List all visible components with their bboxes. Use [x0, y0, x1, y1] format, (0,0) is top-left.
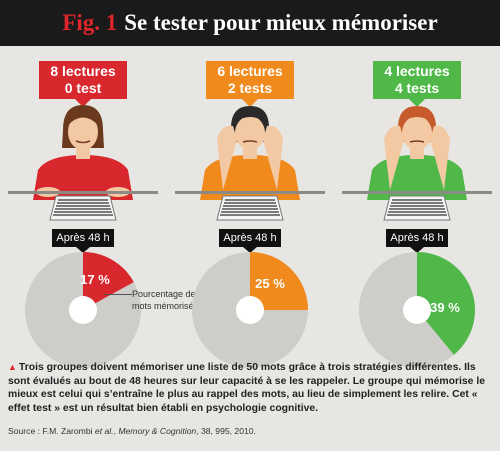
badge-line1-2: 4 lectures: [384, 63, 450, 79]
table-line-0: [8, 191, 158, 194]
badge-line1-0: 8 lectures: [50, 63, 116, 79]
strategy-badge-1: 6 lectures 2 tests: [206, 61, 294, 107]
figure-title: Se tester pour mieux mémoriser: [124, 10, 438, 35]
figure-header: Fig. 1 Se tester pour mieux mémoriser: [0, 0, 500, 46]
pie-label-2: 39 %: [430, 300, 460, 315]
source-citation: Source : F.M. Zarombi et al., Memory & C…: [8, 426, 256, 436]
pie-slice-2: [417, 252, 475, 355]
recall-pie-1: 25 %: [192, 252, 308, 368]
pie-label-1: 25 %: [255, 276, 285, 291]
document-icon-0: [49, 195, 117, 221]
caption: ▲ Trois groupes doivent mémoriser une lis…: [8, 361, 494, 415]
pie-hole-1: [236, 296, 264, 324]
pie-hole-2: [403, 296, 431, 324]
group-0: 8 lectures 0 test Après 48 h 17 % Pource…: [0, 46, 198, 368]
after-48h-label-2: Après 48 h: [386, 229, 448, 253]
badge-tail-1: [242, 99, 258, 107]
badge-line1-1: 6 lectures: [217, 63, 283, 79]
after-48h-label-0: Après 48 h: [52, 229, 114, 253]
annotation-leader-line: [104, 294, 132, 295]
table-line-1: [175, 191, 325, 194]
person-reading-icon-0: [33, 105, 133, 200]
recall-pie-2: 39 %: [359, 252, 475, 368]
badge-line2-2: 4 tests: [394, 80, 440, 96]
person-thinking-icon-2: [367, 106, 467, 200]
table-line-2: [342, 191, 492, 194]
caption-triangle-icon: ▲: [8, 362, 17, 372]
badge-line2-0: 0 test: [64, 80, 102, 96]
pie-label-0: 17 %: [80, 272, 110, 287]
document-icon-2: [383, 195, 451, 221]
strategy-badge-0: 8 lectures 0 test: [39, 61, 127, 107]
badge-tail-0: [75, 99, 91, 107]
annotation-note: Pourcentage de mots mémorisés: [132, 289, 199, 311]
strategy-badge-2: 4 lectures 4 tests: [373, 61, 461, 107]
badge-tail-2: [409, 99, 425, 107]
after-48h-label-1: Après 48 h: [219, 229, 281, 253]
document-icon-1: [216, 195, 284, 221]
pie-slice-0: [83, 252, 134, 310]
group-2: 4 lectures 4 tests Après 48 h 39 %: [334, 46, 500, 368]
figure-label: Fig. 1: [62, 10, 118, 35]
pie-hole-0: [69, 296, 97, 324]
recall-pie-0: 17 %: [25, 252, 141, 368]
person-thinking-icon-1: [200, 106, 300, 200]
badge-line2-1: 2 tests: [227, 80, 273, 96]
caption-text: Trois groupes doivent mémoriser une list…: [8, 362, 485, 414]
group-1: 6 lectures 2 tests Après 48 h 25 %: [167, 46, 333, 368]
pie-slice-1: [250, 252, 308, 310]
